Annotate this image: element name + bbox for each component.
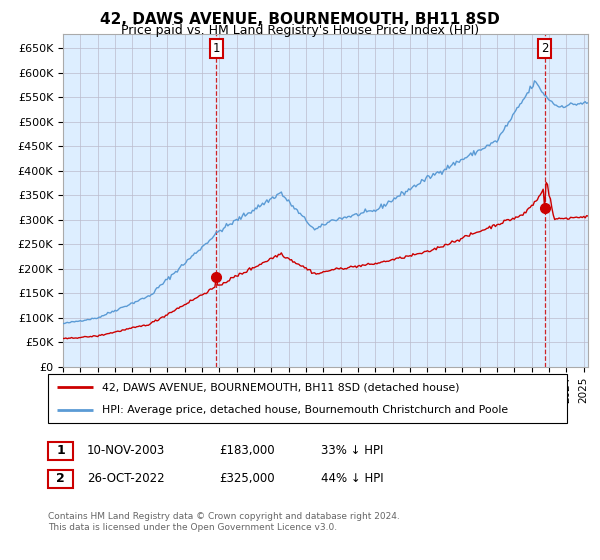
Text: £325,000: £325,000 bbox=[219, 472, 275, 486]
Text: 1: 1 bbox=[212, 42, 220, 55]
Text: 26-OCT-2022: 26-OCT-2022 bbox=[87, 472, 164, 486]
Text: 2: 2 bbox=[56, 472, 65, 486]
Text: 2: 2 bbox=[541, 42, 548, 55]
Text: Price paid vs. HM Land Registry's House Price Index (HPI): Price paid vs. HM Land Registry's House … bbox=[121, 24, 479, 36]
Text: 10-NOV-2003: 10-NOV-2003 bbox=[87, 444, 165, 458]
Text: Contains HM Land Registry data © Crown copyright and database right 2024.
This d: Contains HM Land Registry data © Crown c… bbox=[48, 512, 400, 532]
Text: £183,000: £183,000 bbox=[219, 444, 275, 458]
Text: 42, DAWS AVENUE, BOURNEMOUTH, BH11 8SD: 42, DAWS AVENUE, BOURNEMOUTH, BH11 8SD bbox=[100, 12, 500, 27]
Text: HPI: Average price, detached house, Bournemouth Christchurch and Poole: HPI: Average price, detached house, Bour… bbox=[102, 405, 508, 416]
Text: 42, DAWS AVENUE, BOURNEMOUTH, BH11 8SD (detached house): 42, DAWS AVENUE, BOURNEMOUTH, BH11 8SD (… bbox=[102, 382, 460, 393]
Text: 44% ↓ HPI: 44% ↓ HPI bbox=[321, 472, 383, 486]
Text: 33% ↓ HPI: 33% ↓ HPI bbox=[321, 444, 383, 458]
Text: 1: 1 bbox=[56, 444, 65, 458]
